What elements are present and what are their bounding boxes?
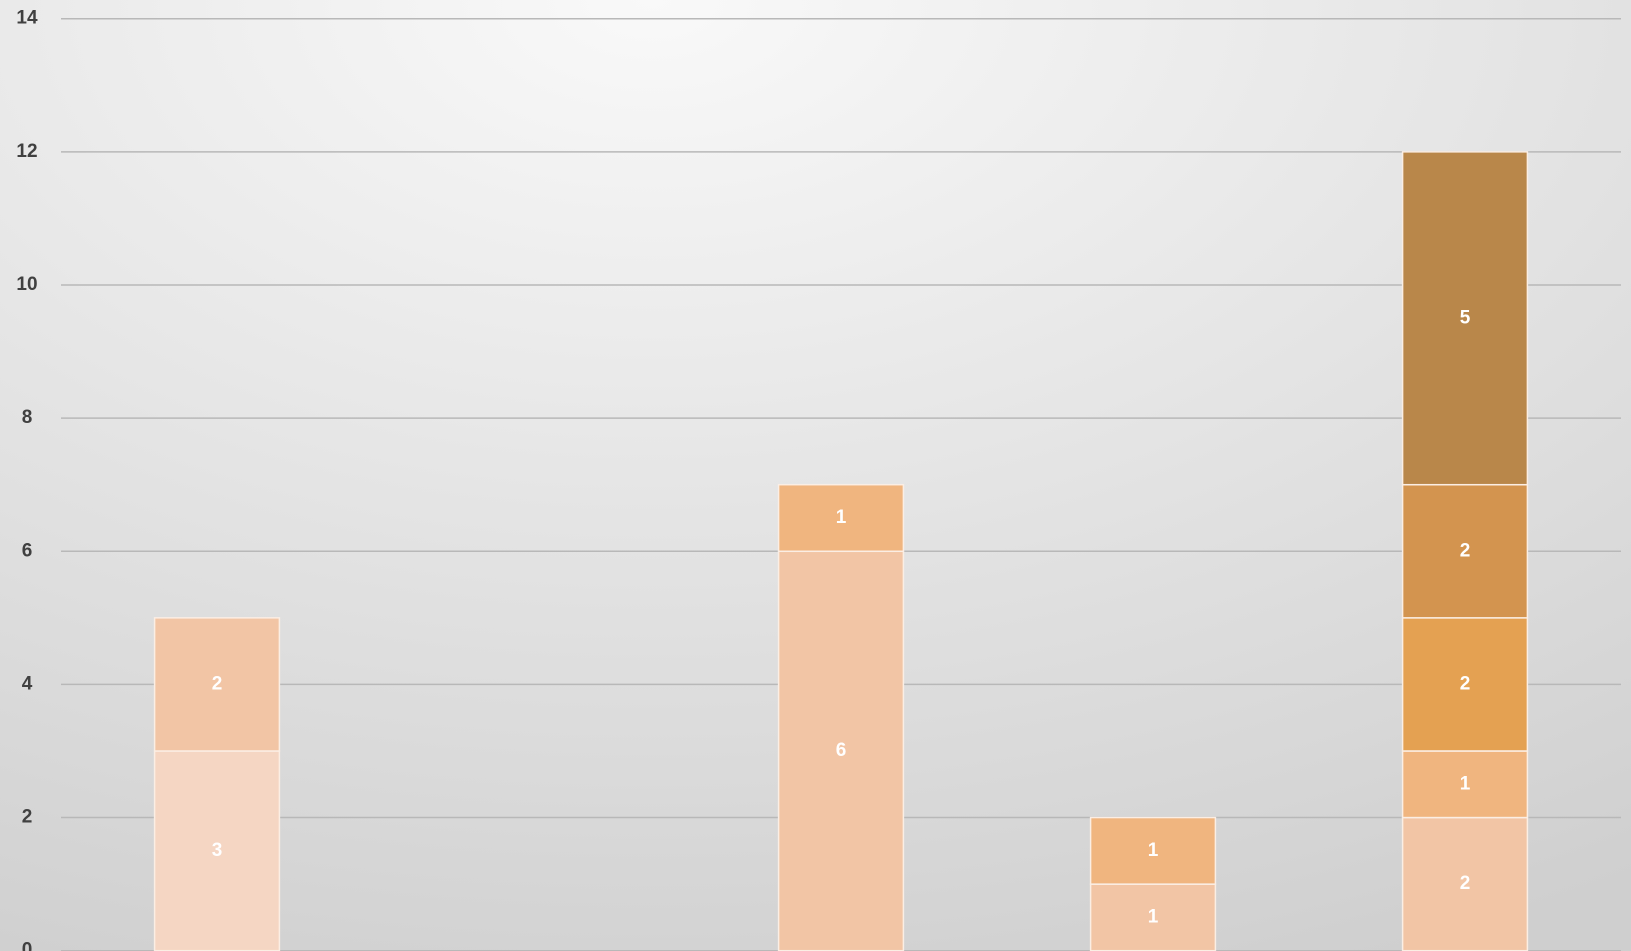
y-tick-label: 4: [22, 673, 33, 694]
bar-segment: [777, 550, 905, 951]
y-tick-label: 8: [22, 407, 33, 428]
data-label: 1: [1148, 840, 1159, 861]
bar-segment: [153, 750, 281, 951]
data-label: 6: [836, 740, 847, 761]
y-tick-label: 2: [22, 807, 33, 828]
bar-segment: [153, 617, 281, 752]
data-label: 3: [212, 840, 223, 861]
data-label: 2: [212, 673, 223, 694]
y-tick-label: 12: [16, 141, 37, 162]
data-label: 5: [1460, 307, 1471, 328]
data-label: 1: [836, 507, 847, 528]
y-tick-label: 0: [22, 940, 33, 951]
bar-segment: [1401, 617, 1529, 752]
y-tick-label: 10: [16, 274, 37, 295]
bar-segment: [1089, 883, 1217, 951]
bar-segment: [1401, 483, 1529, 619]
data-label: 1: [1460, 773, 1471, 794]
y-tick-label: 14: [16, 8, 38, 29]
data-label: 2: [1460, 873, 1471, 894]
data-label: 2: [1460, 673, 1471, 694]
data-label: 2: [1460, 540, 1471, 561]
y-tick-label: 6: [22, 540, 33, 561]
bar-segment: [1401, 151, 1529, 486]
bar-segment: [1089, 816, 1217, 885]
bar-segment: [777, 483, 905, 553]
data-label: 1: [1148, 906, 1159, 927]
